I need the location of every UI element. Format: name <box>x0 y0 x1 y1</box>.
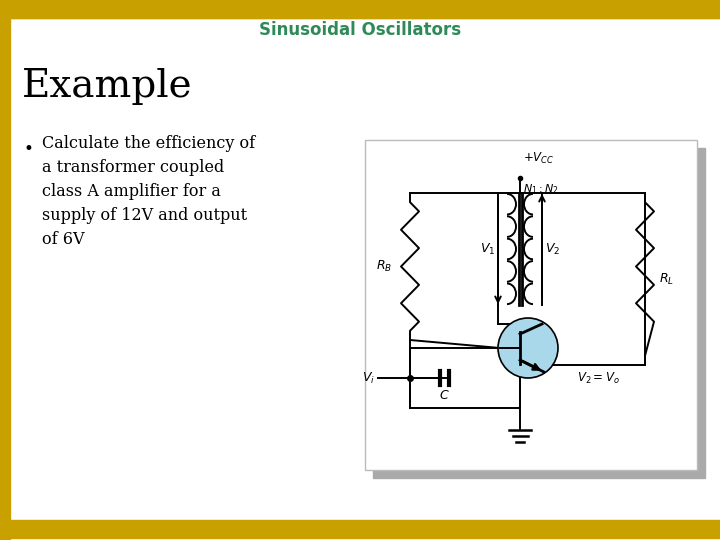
Text: $R_L$: $R_L$ <box>659 272 674 287</box>
Circle shape <box>498 318 558 378</box>
Text: supply of 12V and output: supply of 12V and output <box>42 207 247 224</box>
Bar <box>0 2 720 18</box>
Text: Example: Example <box>22 68 193 105</box>
Text: •: • <box>24 140 34 158</box>
Text: C: C <box>440 389 449 402</box>
Text: a transformer coupled: a transformer coupled <box>42 159 224 176</box>
Text: $V_1$: $V_1$ <box>480 241 495 256</box>
Bar <box>373 148 705 478</box>
Text: $V_2$: $V_2$ <box>545 241 560 256</box>
Bar <box>0 0 10 540</box>
Text: $N_1 : N_2$: $N_1 : N_2$ <box>523 182 559 196</box>
Text: class A amplifier for a: class A amplifier for a <box>42 183 221 200</box>
Text: Sinusoidal Oscillators: Sinusoidal Oscillators <box>259 21 461 39</box>
Bar <box>0 520 720 538</box>
Bar <box>365 140 697 470</box>
Bar <box>0 0 720 18</box>
Text: $V_i$: $V_i$ <box>362 370 375 386</box>
Text: $+V_{CC}$: $+V_{CC}$ <box>523 151 554 166</box>
Text: Calculate the efficiency of: Calculate the efficiency of <box>42 135 255 152</box>
Text: $R_B$: $R_B$ <box>376 259 392 274</box>
Text: $V_2 = V_o$: $V_2 = V_o$ <box>577 371 620 386</box>
Text: of 6V: of 6V <box>42 231 84 248</box>
